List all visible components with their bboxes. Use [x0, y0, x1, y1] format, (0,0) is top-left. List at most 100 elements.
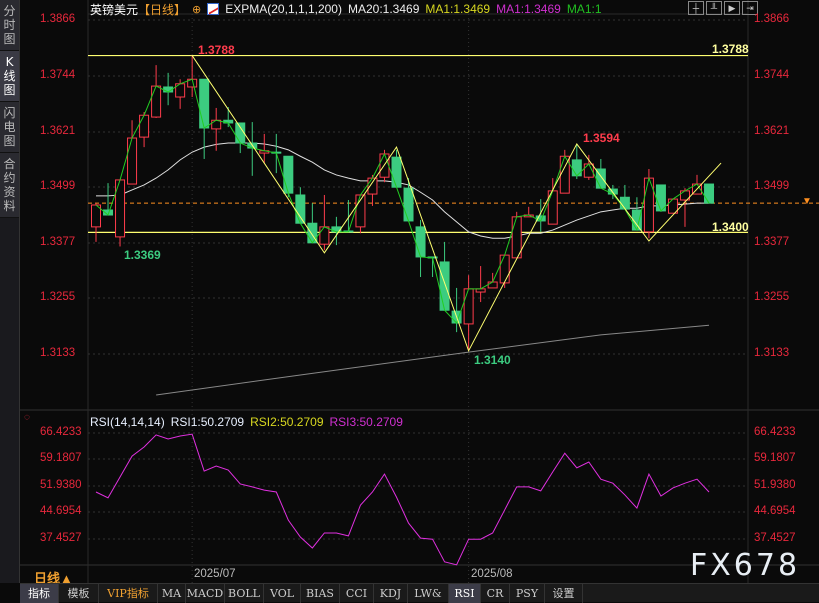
candle-up — [319, 226, 330, 245]
rsi-label-right: 51.9380 — [754, 479, 796, 491]
candle-down — [295, 194, 306, 224]
price-label-left: 1.3499 — [40, 180, 76, 192]
rsi-label-right: 44.6954 — [754, 505, 796, 517]
candle-up — [211, 119, 222, 130]
indicator-name: EXPMA(20,1,1,1,200) — [225, 2, 342, 16]
rsi-label-left: 59.1807 — [40, 452, 82, 464]
support-line-label: 1.3400 — [712, 220, 749, 234]
tab-8[interactable]: CCI — [340, 584, 374, 603]
candle-down — [403, 187, 414, 222]
ma1-value-green: MA1:1 — [566, 2, 602, 16]
candle-down — [607, 188, 618, 195]
rsi-title: RSI(14,14,14) — [90, 415, 165, 429]
candle-up — [463, 288, 474, 325]
rsi2-value: RSI2:50.2709 — [250, 415, 324, 429]
tab-7[interactable]: BIAS — [301, 584, 340, 603]
price-label-left: 1.3377 — [40, 236, 76, 248]
candle-down — [439, 261, 450, 311]
sidebar-tab-flash[interactable]: 闪电图 — [0, 102, 19, 153]
low-label: 1.3369 — [124, 248, 161, 262]
last-price-marker-icon: ▼ — [802, 196, 812, 207]
sidebar-tab-contract-info[interactable]: 合约资料 — [0, 153, 19, 218]
candle-down — [704, 183, 715, 204]
price-label-left: 1.3255 — [40, 291, 76, 303]
price-label-left: 1.3621 — [40, 125, 76, 137]
tab-13[interactable]: PSY — [510, 584, 545, 603]
tab-5[interactable]: BOLL — [225, 584, 264, 603]
sidebar-tab-timeshare[interactable]: 分时图 — [0, 0, 19, 51]
price-label-right: 1.3866 — [754, 13, 790, 25]
price-label-right: 1.3133 — [754, 347, 790, 359]
candle-down — [655, 184, 666, 212]
chart-header: 英镑美元 【日线】 ⊕ EXPMA(20,1,1,1,200) MA20:1.3… — [90, 2, 602, 17]
candle-down — [571, 159, 582, 177]
price-label-right: 1.3377 — [754, 236, 790, 248]
candle-up — [511, 216, 522, 259]
exit-icon[interactable]: ⇥ — [742, 1, 758, 15]
rsi-label-left: 51.9380 — [40, 479, 82, 491]
tab-2[interactable]: VIP指标 — [99, 584, 158, 603]
rsi-header: RSI(14,14,14) RSI1:50.2709 RSI2:50.2709 … — [90, 415, 403, 429]
ma20-value: MA20:1.3469 — [347, 2, 420, 16]
candle-up — [139, 114, 150, 138]
tab-11[interactable]: RSI — [449, 584, 481, 603]
candle-up — [367, 177, 378, 195]
sidebar: 分时图 K线图 闪电图 合约资料 — [0, 0, 20, 583]
resistance-line-label: 1.3788 — [712, 42, 749, 56]
date-tick-1: 2025/07 — [194, 568, 236, 580]
rsi1-value: RSI1:50.2709 — [170, 415, 245, 429]
candle-up — [127, 137, 138, 185]
candle-down — [391, 156, 402, 188]
high-label-2: 1.3594 — [583, 131, 620, 145]
price-label-left: 1.3866 — [40, 13, 76, 25]
candle-up — [91, 204, 101, 228]
rsi-line — [95, 433, 710, 566]
zigzag-line — [191, 55, 722, 353]
rsi-label-right: 59.1807 — [754, 452, 796, 464]
tab-10[interactable]: LW& — [408, 584, 449, 603]
price-label-right: 1.3499 — [754, 180, 790, 192]
tab-14[interactable]: 设置 — [545, 584, 583, 603]
candle-icon[interactable]: ╨ — [706, 1, 722, 15]
rsi3-value: RSI3:50.2709 — [329, 415, 403, 429]
tab-3[interactable]: MA — [158, 584, 186, 603]
ma1-value-yellow: MA1:1.3469 — [425, 2, 491, 16]
price-label-right: 1.3744 — [754, 69, 790, 81]
rsi-label-right: 37.4527 — [754, 532, 796, 544]
price-label-left: 1.3744 — [40, 69, 76, 81]
rsi-label-left: 44.6954 — [40, 505, 82, 517]
low-label-2: 1.3140 — [474, 353, 511, 367]
crosshair-icon[interactable]: ┼ — [688, 1, 704, 15]
candle-down — [199, 78, 210, 129]
indicator-tab-bar: 指标 模板 VIP指标 MA MACD BOLL VOL BIAS CCI KDJ LW& RSI CR… — [20, 583, 819, 603]
date-tick-2: 2025/08 — [471, 568, 513, 580]
tab-9[interactable]: KDJ — [374, 584, 408, 603]
rsi-label-left: 37.4527 — [40, 532, 82, 544]
tab-4[interactable]: MACD — [186, 584, 225, 603]
price-label-right: 1.3255 — [754, 291, 790, 303]
ma1-value-magenta: MA1:1.3469 — [496, 2, 561, 16]
price-label-right: 1.3621 — [754, 125, 790, 137]
ma1-close-line — [95, 78, 710, 324]
candle-down — [235, 122, 246, 144]
period-selector[interactable]: 日线▲ — [34, 571, 73, 586]
watermark-logo: FX678 — [690, 548, 801, 583]
period-label[interactable]: 【日线】 — [138, 2, 187, 17]
tab-12[interactable]: CR — [481, 584, 510, 603]
indicator-chart-icon[interactable] — [207, 3, 220, 15]
panel-settings-icon[interactable]: ◌ — [24, 412, 30, 423]
candle-up — [151, 85, 162, 118]
candle-down — [619, 196, 630, 210]
tab-6[interactable]: VOL — [264, 584, 301, 603]
ma200-line — [156, 324, 710, 396]
sidebar-tab-kline[interactable]: K线图 — [0, 51, 19, 102]
price-label-left: 1.3133 — [40, 347, 76, 359]
tab-0[interactable]: 指标 — [20, 584, 59, 603]
add-indicator-icon[interactable]: ⊕ — [192, 3, 202, 16]
high-label: 1.3788 — [198, 43, 235, 57]
candle-up — [487, 281, 498, 289]
candle-down — [415, 226, 426, 258]
play-icon[interactable]: ▶ — [724, 1, 740, 15]
tab-1[interactable]: 模板 — [59, 584, 99, 603]
